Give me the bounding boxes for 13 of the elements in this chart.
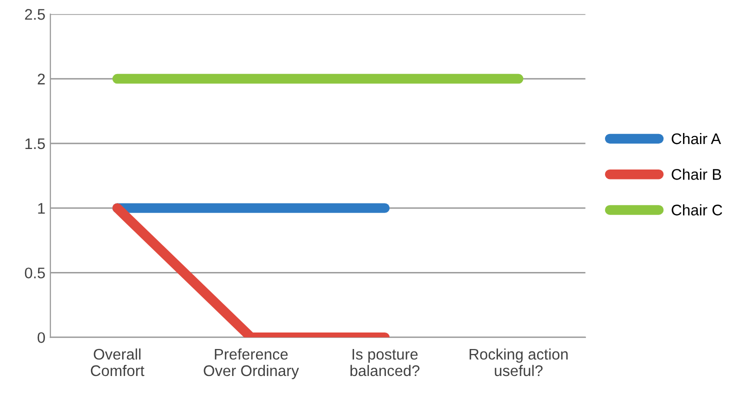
- x-tick-label: Rocking action useful?: [470, 348, 568, 376]
- legend-label: Chair A: [672, 132, 722, 144]
- x-tick-label: Overall Comfort: [90, 348, 144, 376]
- y-tick-label: 2: [38, 74, 45, 84]
- y-tick-label: 2.5: [25, 9, 45, 20]
- legend-label: Chair B: [672, 168, 722, 180]
- x-tick-label: Preference Over Ordinary: [204, 348, 299, 380]
- y-tick-label: 1: [38, 203, 45, 214]
- y-tick-label: 0.5: [24, 268, 45, 278]
- y-tick-label: 0: [38, 332, 45, 344]
- x-tick-label: Is posture balanced?: [350, 349, 420, 376]
- y-tick-label: 1.5: [25, 138, 45, 150]
- legend-label: Chair C: [672, 204, 722, 216]
